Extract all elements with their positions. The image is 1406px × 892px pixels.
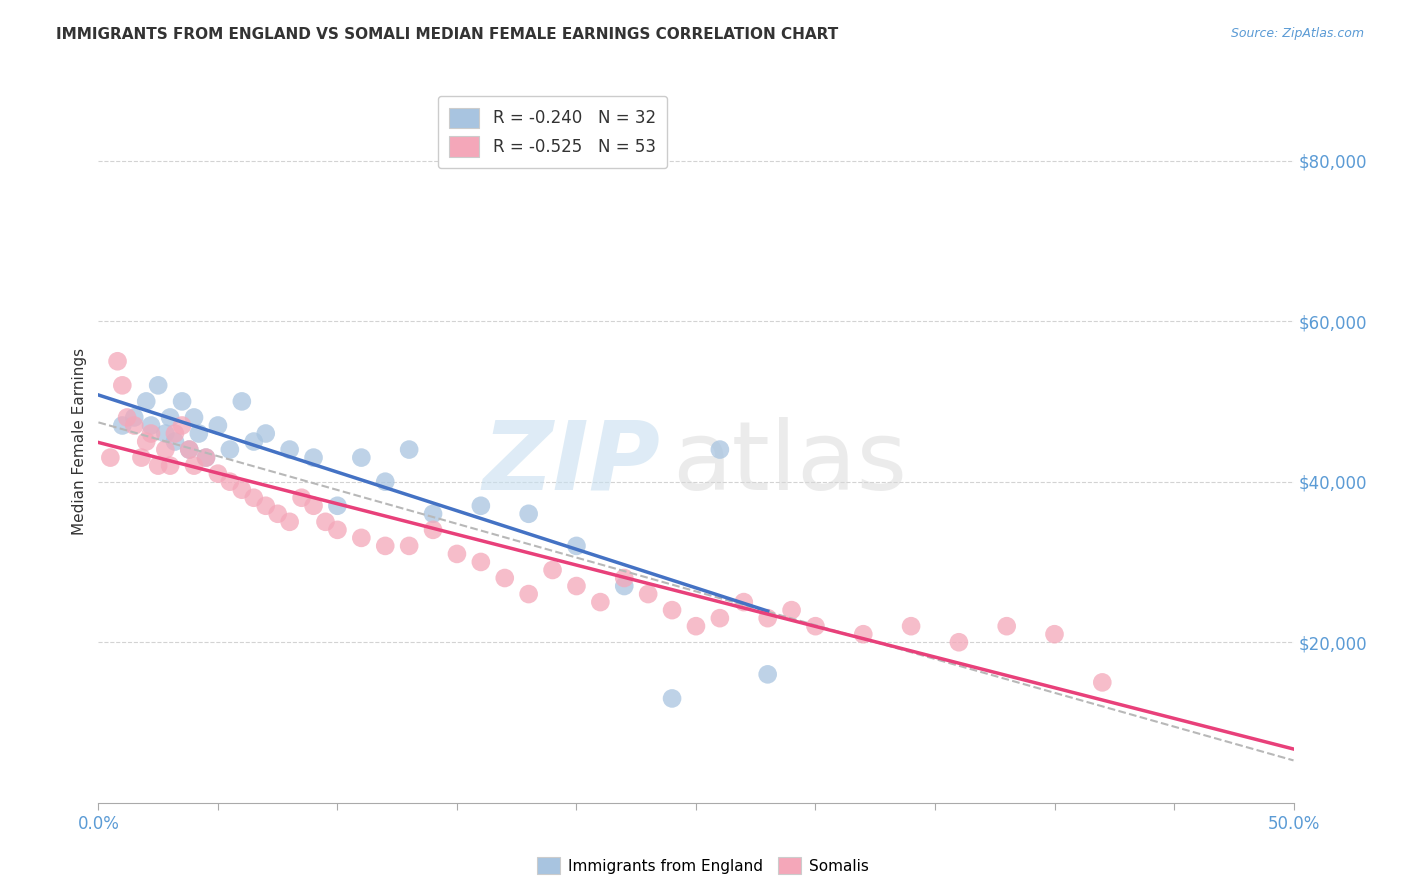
Point (517, 587, 540, 601)
Point (613, 571, 636, 585)
Point (172, 418, 194, 433)
Point (131, 450, 153, 465)
Point (219, 442, 242, 457)
Point (733, 595, 755, 609)
Point (852, 627, 875, 641)
Point (219, 475, 242, 489)
Point (709, 442, 731, 457)
Point (187, 426, 209, 441)
Text: ZIP: ZIP (482, 417, 661, 509)
Point (155, 442, 177, 457)
Point (124, 418, 146, 433)
Point (148, 458, 170, 473)
Point (179, 442, 201, 457)
Point (179, 442, 201, 457)
Point (565, 539, 588, 553)
Point (756, 611, 779, 625)
Point (302, 499, 325, 513)
Point (661, 603, 683, 617)
Point (183, 410, 205, 425)
Point (1091, 675, 1114, 690)
Point (470, 555, 492, 569)
Legend: Immigrants from England, Somalis: Immigrants from England, Somalis (531, 851, 875, 880)
Point (155, 426, 177, 441)
Point (756, 667, 779, 681)
Point (374, 539, 396, 553)
Point (1043, 627, 1066, 641)
Point (107, 354, 129, 368)
Text: IMMIGRANTS FROM ENGLAND VS SOMALI MEDIAN FEMALE EARNINGS CORRELATION CHART: IMMIGRANTS FROM ENGLAND VS SOMALI MEDIAN… (56, 27, 838, 42)
Point (661, 691, 683, 706)
Point (111, 378, 134, 392)
Point (302, 450, 325, 465)
Point (541, 563, 564, 577)
Point (231, 483, 253, 497)
Point (159, 458, 181, 473)
Point (207, 418, 229, 433)
Point (98, 450, 122, 465)
Point (685, 619, 707, 633)
Point (398, 442, 420, 457)
Point (326, 523, 349, 537)
Point (446, 547, 468, 561)
Text: Source: ZipAtlas.com: Source: ZipAtlas.com (1230, 27, 1364, 40)
Point (315, 515, 337, 529)
Point (163, 426, 186, 441)
Y-axis label: Median Female Earnings: Median Female Earnings (72, 348, 87, 535)
Point (900, 619, 922, 633)
Point (254, 499, 277, 513)
Point (422, 523, 444, 537)
Point (278, 515, 301, 529)
Point (613, 579, 636, 593)
Point (637, 587, 659, 601)
Point (135, 434, 157, 449)
Point (804, 619, 827, 633)
Point (326, 499, 349, 513)
Point (517, 507, 540, 521)
Legend: R = -0.240   N = 32, R = -0.525   N = 53: R = -0.240 N = 32, R = -0.525 N = 53 (437, 95, 668, 169)
Point (207, 467, 229, 481)
Point (995, 619, 1018, 633)
Point (948, 635, 970, 649)
Point (159, 410, 181, 425)
Point (267, 507, 290, 521)
Point (589, 595, 612, 609)
Point (243, 434, 266, 449)
Point (494, 571, 516, 585)
Text: atlas: atlas (672, 417, 907, 509)
Point (780, 603, 803, 617)
Point (139, 426, 162, 441)
Point (470, 499, 492, 513)
Point (565, 579, 588, 593)
Point (243, 491, 266, 505)
Point (291, 491, 314, 505)
Point (148, 378, 170, 392)
Point (398, 539, 420, 553)
Point (163, 434, 186, 449)
Point (135, 394, 157, 409)
Point (183, 458, 205, 473)
Point (350, 531, 373, 545)
Point (139, 418, 162, 433)
Point (278, 442, 301, 457)
Point (350, 450, 373, 465)
Point (709, 611, 731, 625)
Point (254, 426, 277, 441)
Point (231, 394, 253, 409)
Point (115, 410, 138, 425)
Point (374, 475, 396, 489)
Point (422, 507, 444, 521)
Point (195, 450, 218, 465)
Point (195, 450, 218, 465)
Point (111, 418, 134, 433)
Point (172, 394, 194, 409)
Point (124, 410, 146, 425)
